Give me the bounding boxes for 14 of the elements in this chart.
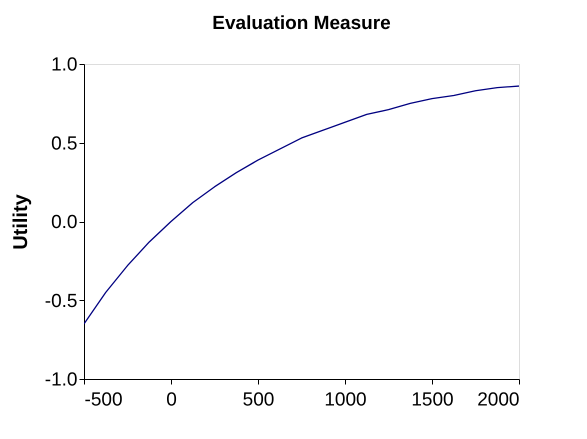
y-axis-title: Utility xyxy=(10,193,32,250)
line-series xyxy=(84,85,519,325)
chart-title: Evaluation Measure xyxy=(212,13,391,34)
x-tick-label: 500 xyxy=(242,390,274,410)
x-tick-label: -500 xyxy=(84,390,123,410)
x-tick-label: 1500 xyxy=(411,390,454,410)
y-tick-label: 1.0 xyxy=(51,54,78,76)
y-tick-label: -1.0 xyxy=(44,370,78,390)
y-tick-label: 0.0 xyxy=(51,212,78,233)
y-tick-label: 0.5 xyxy=(51,133,78,154)
x-tick-label: 0 xyxy=(166,390,177,410)
x-tick-label: 2000 xyxy=(477,390,520,410)
y-tick-label: -0.5 xyxy=(44,290,78,312)
x-tick-label: 1000 xyxy=(324,390,367,410)
